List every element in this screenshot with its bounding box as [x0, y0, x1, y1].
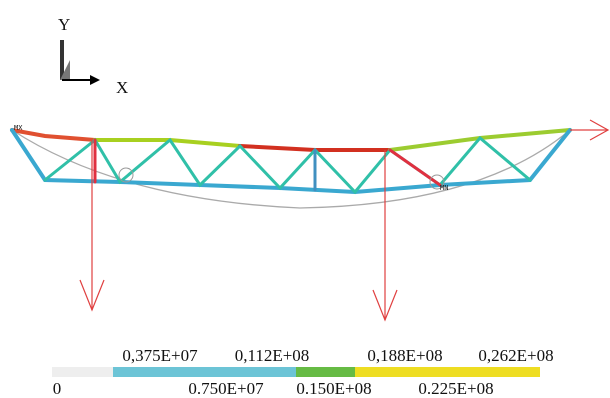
max-marker: MX	[14, 124, 23, 132]
diagonal	[390, 150, 440, 185]
legend-label: 0	[53, 379, 62, 398]
legend-label: 0,188E+08	[367, 346, 442, 365]
legend-label: 0.750E+07	[188, 379, 264, 398]
support	[119, 168, 133, 182]
truss	[12, 130, 570, 192]
x-axis-label: X	[116, 78, 128, 97]
legend-label: 0.150E+08	[296, 379, 371, 398]
legend-label: 0,112E+08	[235, 346, 310, 365]
legend-swatch	[52, 367, 113, 377]
top-chord	[12, 130, 95, 140]
legend-label: 0,262E+08	[478, 346, 553, 365]
legend-swatch	[113, 367, 296, 377]
legend-swatch	[296, 367, 355, 377]
axis-triad: Y X	[58, 15, 128, 97]
legend-swatch	[355, 367, 540, 377]
legend-label: 0.225E+08	[418, 379, 493, 398]
min-marker: MN	[440, 184, 448, 192]
legend-label: 0,375E+07	[122, 346, 198, 365]
fea-result-view: Y X MX MN 0,375E+07 0,112E+08	[0, 0, 610, 398]
legend: 0,375E+07 0,112E+08 0,188E+08 0,262E+08 …	[52, 346, 554, 398]
x-arrowhead	[90, 75, 100, 85]
y-axis-label: Y	[58, 15, 70, 34]
